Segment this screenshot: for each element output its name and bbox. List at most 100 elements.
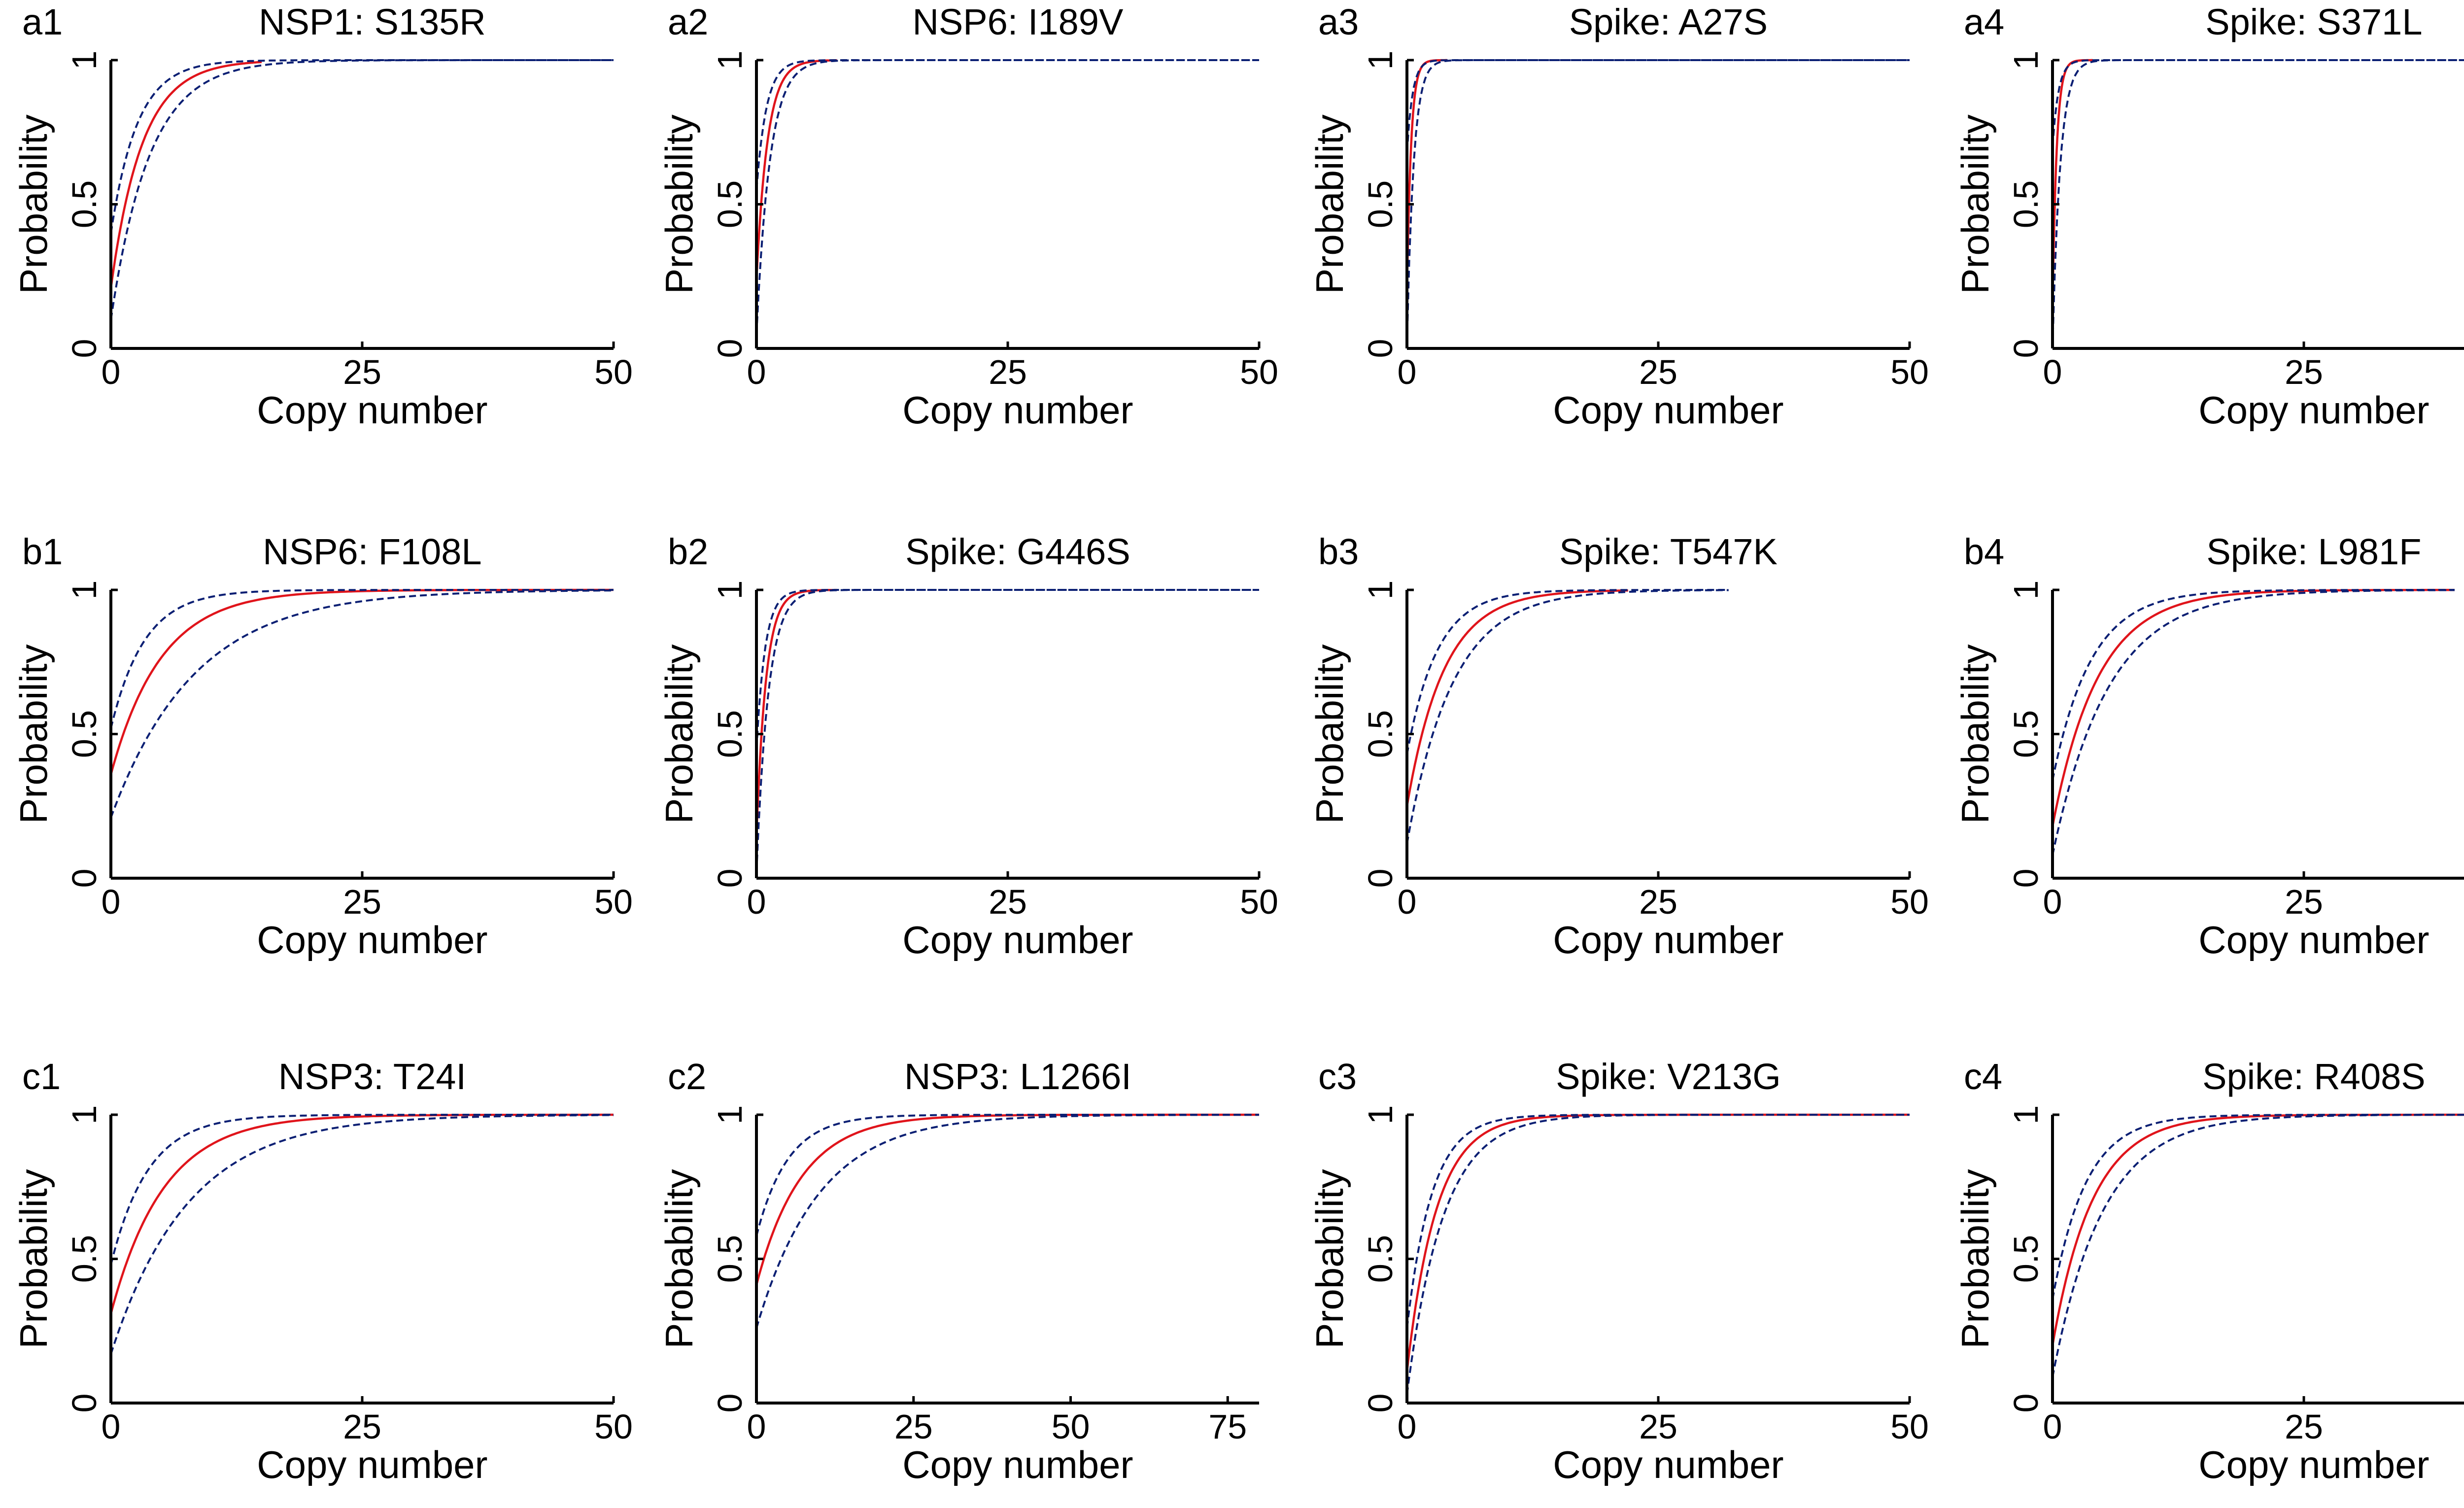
panel-title: Spike: V213G <box>1556 1056 1781 1097</box>
panel-title: NSP1: S135R <box>259 1 486 42</box>
x-tick-label: 0 <box>102 353 121 391</box>
panel-c3: 0 25 50 0 0.5 1 Copy number Probability Spike: V… <box>1308 1056 1929 1486</box>
x-axis-label: Copy number <box>2198 388 2429 432</box>
y-axis-label: Probability <box>1953 114 1997 294</box>
y-tick-label: 0 <box>2007 869 2045 888</box>
x-tick-label: 0 <box>1398 1407 1417 1446</box>
x-axis-label: Copy number <box>257 1443 487 1486</box>
y-tick-label: 0 <box>65 339 103 358</box>
panel-label: c3 <box>1318 1056 1357 1097</box>
y-tick-label: 0 <box>1361 869 1400 888</box>
estimate-curve <box>1405 589 1628 807</box>
panel-label: a3 <box>1318 1 1359 42</box>
y-tick-label: 0 <box>711 1394 749 1413</box>
lower-ci-curve <box>2052 1114 2464 1377</box>
x-tick-label: 0 <box>102 1407 121 1446</box>
x-axis-label: Copy number <box>2198 918 2429 961</box>
panel-label: a2 <box>668 1 708 42</box>
y-tick-label: 1 <box>1361 51 1400 70</box>
x-tick-label: 50 <box>594 1407 633 1446</box>
panel-title: Spike: L981F <box>2206 531 2421 572</box>
upper-ci-curve <box>110 59 614 234</box>
y-tick-label: 0.5 <box>711 710 749 758</box>
y-tick-label: 0 <box>65 869 103 888</box>
upper-ci-curve <box>755 59 1259 190</box>
x-tick-label: 0 <box>1398 883 1417 921</box>
upper-ci-curve <box>110 1114 614 1265</box>
x-axis-label: Copy number <box>1553 918 1783 961</box>
x-tick-label: 0 <box>2043 1407 2062 1446</box>
x-axis-label: Copy number <box>1553 388 1783 432</box>
upper-ci-curve <box>1406 589 1729 754</box>
y-tick-label: 1 <box>1361 581 1400 600</box>
x-tick-label: 50 <box>1240 353 1278 391</box>
x-tick-label: 0 <box>102 883 121 921</box>
y-tick-label: 0.5 <box>2007 710 2045 758</box>
y-axis-label: Probability <box>12 644 55 823</box>
x-axis-label: Copy number <box>257 918 487 961</box>
x-tick-label: 25 <box>989 353 1027 391</box>
y-axis-label: Probability <box>1953 644 1997 823</box>
y-tick-label: 0.5 <box>1361 180 1400 228</box>
x-axis-label: Copy number <box>902 918 1133 961</box>
y-tick-label: 0 <box>1361 1394 1400 1413</box>
panel-label: c4 <box>1964 1056 2002 1097</box>
panel-title: NSP3: L1266I <box>904 1056 1131 1097</box>
panel-title: Spike: S371L <box>2205 1 2422 42</box>
x-tick-label: 25 <box>2285 1407 2323 1446</box>
estimate-curve <box>109 1113 614 1314</box>
y-tick-label: 0.5 <box>65 180 103 228</box>
y-tick-label: 1 <box>711 581 749 600</box>
panel-c2: 0 25 50 75 0 0.5 1 Copy number Probability NSP3: … <box>657 1056 1260 1486</box>
y-tick-label: 1 <box>1361 1105 1400 1125</box>
y-tick-label: 0 <box>711 339 749 358</box>
x-axis-label: Copy number <box>2198 1443 2429 1486</box>
upper-ci-curve <box>1406 59 1910 153</box>
panel-b2: 0 25 50 0 0.5 1 Copy number Probability Spike: G… <box>657 531 1278 961</box>
y-axis-label: Probability <box>657 644 701 823</box>
x-tick-label: 25 <box>989 883 1027 921</box>
y-axis-label: Probability <box>12 114 55 294</box>
panel-b1: 0 25 50 0 0.5 1 Copy number Probability NSP6: F1… <box>12 531 633 961</box>
x-axis-label: Copy number <box>902 388 1133 432</box>
y-tick-label: 1 <box>2007 1105 2045 1125</box>
panel-title: Spike: G446S <box>905 531 1130 572</box>
panel-title: Spike: R408S <box>2202 1056 2426 1097</box>
x-tick-label: 50 <box>1890 353 1929 391</box>
y-tick-label: 0 <box>711 869 749 888</box>
y-tick-label: 0 <box>1361 339 1400 358</box>
panel-title: NSP3: T24I <box>278 1056 466 1097</box>
estimate-curve <box>755 1113 1259 1285</box>
panel-title: NSP6: I189V <box>912 1 1123 42</box>
y-tick-label: 0.5 <box>65 1235 103 1283</box>
x-tick-label: 25 <box>343 353 381 391</box>
y-tick-label: 1 <box>2007 51 2045 70</box>
y-tick-label: 1 <box>711 1105 749 1125</box>
x-tick-label: 0 <box>2043 883 2062 921</box>
y-tick-label: 0.5 <box>65 710 103 758</box>
x-tick-label: 50 <box>1052 1407 1090 1446</box>
panel-label: a1 <box>22 1 63 42</box>
estimate-curve <box>1405 59 1447 291</box>
panel-title: Spike: T547K <box>1559 531 1778 572</box>
y-tick-label: 0.5 <box>2007 180 2045 228</box>
x-tick-label: 25 <box>1639 883 1677 921</box>
y-tick-label: 1 <box>2007 581 2045 600</box>
panel-label: a4 <box>1964 1 2004 42</box>
x-tick-label: 50 <box>594 353 633 391</box>
y-axis-label: Probability <box>1308 644 1351 823</box>
y-tick-label: 1 <box>65 1105 103 1125</box>
panel-c1: 0 25 50 0 0.5 1 Copy number Probability NSP3: T2… <box>12 1056 633 1486</box>
x-tick-label: 25 <box>1639 1407 1677 1446</box>
y-axis-label: Probability <box>12 1169 55 1348</box>
upper-ci-curve <box>110 589 614 729</box>
y-axis-label: Probability <box>1308 1169 1351 1348</box>
lower-ci-curve <box>1406 1114 1910 1395</box>
panel-label: b3 <box>1318 531 1359 572</box>
estimate-curve <box>1405 1113 1910 1371</box>
upper-ci-curve <box>2052 59 2464 147</box>
x-axis-label: Copy number <box>902 1443 1133 1486</box>
y-tick-label: 0 <box>65 1394 103 1413</box>
panel-label: b1 <box>22 531 63 572</box>
